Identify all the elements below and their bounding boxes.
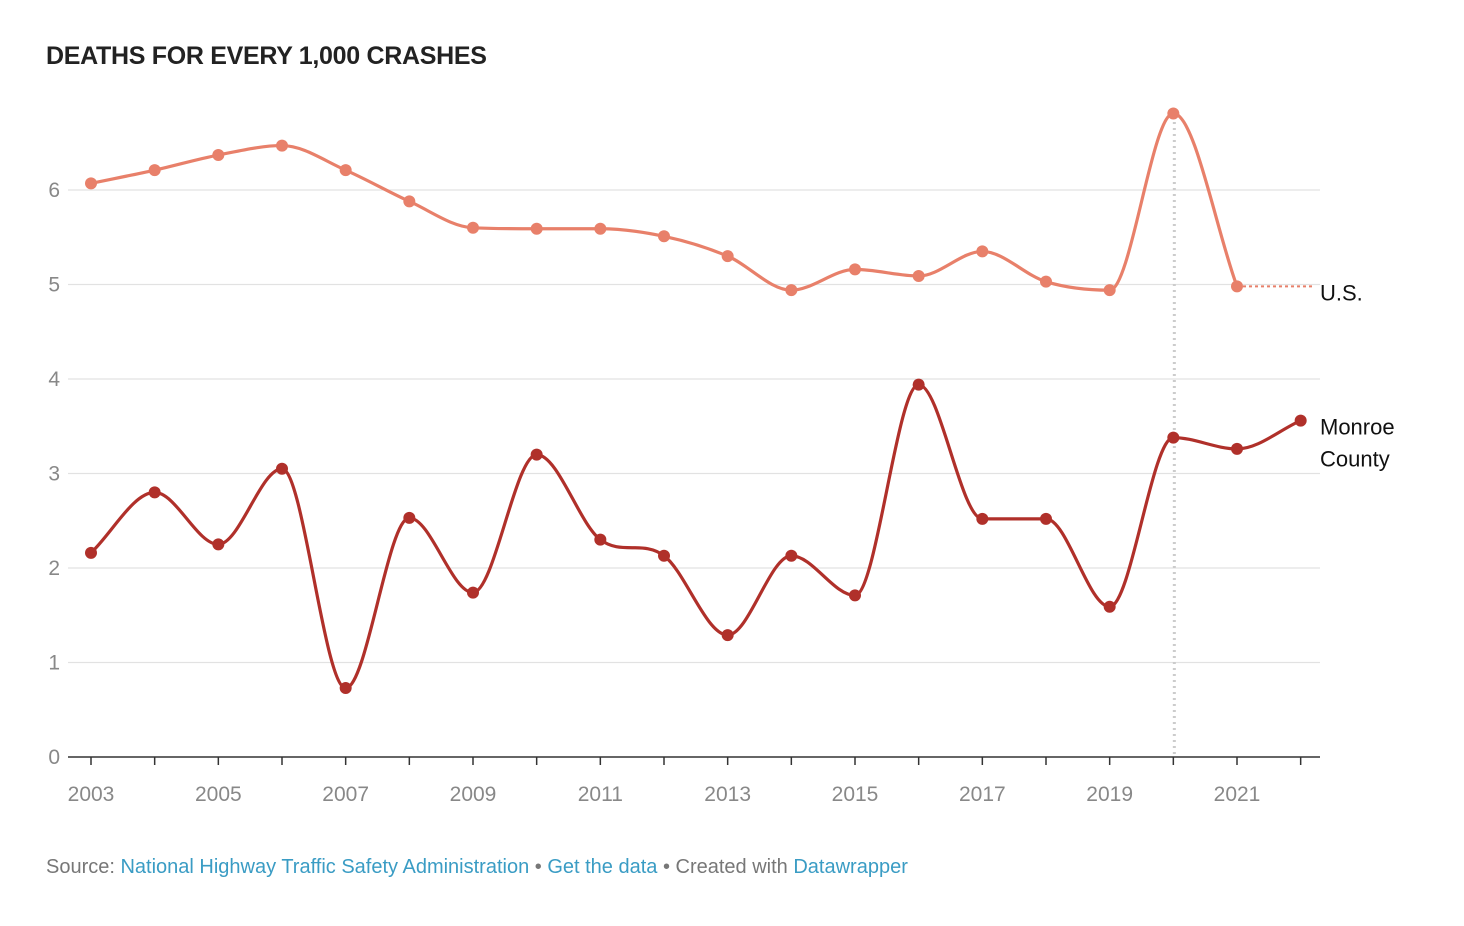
source-prefix: Source:	[46, 856, 121, 878]
data-point	[467, 586, 479, 599]
data-point	[339, 164, 352, 177]
series-label: County	[1320, 447, 1390, 472]
y-tick-label: 6	[48, 179, 60, 202]
y-tick-label: 3	[48, 463, 60, 486]
data-point	[976, 512, 989, 525]
data-point	[1040, 275, 1052, 288]
data-point	[912, 378, 925, 391]
data-point	[276, 462, 288, 475]
y-tick-label: 2	[48, 557, 60, 580]
data-point	[212, 149, 225, 162]
data-point	[912, 269, 925, 282]
data-point	[594, 222, 607, 235]
datawrapper-link[interactable]: Datawrapper	[793, 856, 908, 878]
data-point	[148, 164, 161, 177]
chart-title: DEATHS FOR EVERY 1,000 CRASHES	[46, 42, 487, 70]
data-point	[1167, 107, 1180, 120]
x-tick-label: 2021	[1214, 783, 1261, 806]
data-point	[148, 486, 161, 499]
series-line	[90, 111, 1239, 292]
x-tick-label: 2017	[959, 783, 1006, 806]
x-tick-label: 2007	[322, 783, 369, 806]
y-tick-label: 1	[48, 652, 60, 675]
x-tick-label: 2005	[195, 783, 242, 806]
data-point	[594, 533, 607, 546]
y-tick-label: 4	[48, 368, 60, 391]
data-point	[1040, 512, 1052, 525]
data-point	[85, 546, 97, 559]
series-line	[89, 383, 1302, 690]
data-point	[976, 245, 989, 258]
y-tick-label: 0	[48, 746, 60, 769]
data-point	[85, 177, 97, 190]
series-label: Monroe	[1320, 415, 1395, 440]
data-point	[530, 448, 543, 461]
data-point	[1103, 284, 1116, 297]
data-point	[785, 284, 798, 297]
data-point	[1167, 431, 1180, 444]
series-label: U.S.	[1320, 280, 1363, 305]
data-point	[785, 549, 798, 562]
separator: •	[529, 856, 548, 878]
data-point	[403, 511, 416, 524]
x-tick-label: 2015	[832, 783, 879, 806]
y-tick-label: 5	[48, 274, 60, 297]
x-tick-label: 2003	[68, 783, 115, 806]
data-point	[721, 250, 734, 263]
data-point	[849, 263, 861, 276]
get-data-link[interactable]: Get the data	[547, 856, 658, 878]
x-tick-label: 2011	[578, 783, 623, 806]
data-point	[1103, 600, 1116, 613]
created-with-text: • Created with	[657, 856, 794, 878]
data-point	[721, 629, 734, 642]
x-tick-label: 2009	[450, 783, 497, 806]
data-point	[849, 589, 861, 602]
data-point	[467, 221, 479, 234]
data-point	[530, 222, 543, 235]
data-point	[1231, 442, 1243, 455]
x-tick-label: 2019	[1086, 783, 1133, 806]
source-link[interactable]: National Highway Traffic Safety Administ…	[120, 856, 530, 878]
data-point	[658, 230, 670, 243]
data-point	[212, 538, 225, 551]
data-point	[339, 682, 352, 695]
data-point	[658, 549, 670, 562]
data-point	[1294, 414, 1307, 427]
data-point	[276, 139, 288, 152]
footer: Source: National Highway Traffic Safety …	[46, 856, 908, 879]
data-point	[403, 195, 416, 208]
x-tick-label: 2013	[704, 783, 751, 806]
